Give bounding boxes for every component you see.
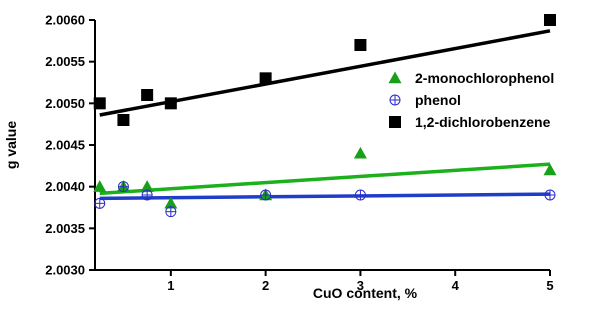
- data-point: [544, 14, 556, 26]
- data-point: [260, 189, 272, 201]
- x-axis-title: CuO content, %: [313, 285, 418, 301]
- legend-label: 2-monochlorophenol: [415, 70, 554, 86]
- data-point: [93, 180, 107, 192]
- data-point: [354, 189, 366, 201]
- data-point: [543, 163, 557, 176]
- data-point: [544, 189, 556, 201]
- data-point: [94, 197, 106, 209]
- data-point: [165, 206, 177, 218]
- legend-label: phenol: [415, 92, 461, 108]
- fit-line: [99, 162, 551, 196]
- x-tick-label: 5: [546, 278, 553, 293]
- fit-line: [99, 192, 551, 201]
- y-tick-label: 2.0050: [45, 96, 85, 111]
- x-tick-label: 4: [452, 278, 460, 293]
- data-point: [141, 89, 154, 101]
- data-point: [140, 180, 154, 192]
- y-tick-label: 2.0060: [45, 13, 85, 28]
- legend-marker: [389, 94, 401, 106]
- x-tick-label: 1: [167, 278, 174, 293]
- y-tick-label: 2.0055: [45, 54, 85, 69]
- y-tick-label: 2.0040: [45, 179, 85, 194]
- y-axis-title: g value: [3, 121, 19, 169]
- legend-label: 1,2-dichlorobenzene: [415, 114, 551, 130]
- data-point: [259, 72, 272, 85]
- legend-marker: [388, 71, 402, 84]
- data-point: [164, 97, 177, 110]
- data-point: [354, 39, 367, 51]
- axes: [94, 20, 550, 271]
- x-tick-label: 3: [357, 278, 364, 293]
- data-point: [117, 114, 130, 126]
- y-tick-label: 2.0035: [45, 221, 85, 236]
- y-tick-label: 2.0045: [45, 138, 85, 153]
- data-point: [353, 146, 367, 159]
- x-tick-label: 2: [262, 278, 269, 293]
- legend: 2-monochlorophenol phenol 1,2-dichlorobenz…: [388, 70, 554, 130]
- legend-marker: [389, 116, 401, 128]
- data-points: [93, 14, 557, 218]
- data-point: [141, 189, 153, 201]
- data-point: [117, 181, 129, 193]
- y-tick-label: 2.0030: [45, 263, 85, 278]
- ticks: 1 2 3 4 5 2.0030 2.0035 2.0040 2.0045 2.0050 2.005…: [45, 13, 553, 294]
- data-point: [93, 97, 106, 110]
- data-point: [164, 196, 178, 209]
